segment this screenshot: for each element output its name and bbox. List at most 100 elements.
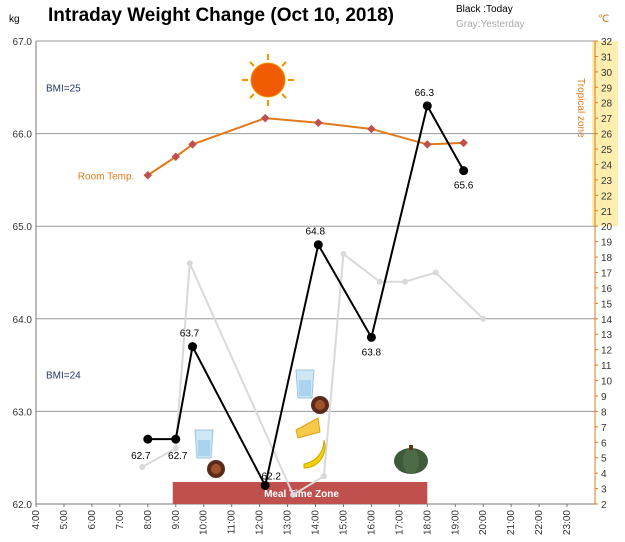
- today-data-label: 64.8: [306, 227, 326, 238]
- y2-tick-label: 15: [601, 299, 613, 310]
- y2-tick-label: 3: [601, 485, 607, 496]
- x-tick-label: 20:00: [478, 510, 489, 535]
- chart-title: Intraday Weight Change (Oct 10, 2018): [48, 5, 394, 26]
- yesterday-point: [290, 491, 297, 498]
- yesterday-point: [139, 463, 146, 470]
- yesterday-point: [376, 278, 383, 285]
- today-point: [313, 240, 323, 250]
- cookie-icon: [311, 396, 329, 414]
- y2-tick-label: 8: [601, 407, 607, 418]
- today-point: [171, 434, 181, 444]
- meal-time-zone-bar: [172, 482, 428, 504]
- x-tick-label: 8:00: [143, 510, 154, 530]
- x-tick-label: 19:00: [450, 510, 461, 535]
- y2-tick-label: 12: [601, 346, 613, 357]
- yesterday-point: [432, 269, 439, 276]
- room-temp-point: [367, 124, 376, 134]
- y2-tick-label: 5: [601, 454, 607, 465]
- yesterday-point: [401, 278, 408, 285]
- y2-tick-label: 20: [601, 222, 613, 233]
- room-temp-point: [171, 152, 180, 161]
- x-tick-label: 7:00: [115, 510, 126, 530]
- x-tick-label: 23:00: [562, 510, 573, 535]
- yesterday-point: [480, 315, 487, 322]
- y-tick-label: 62.0: [13, 500, 33, 511]
- room-temp-point: [423, 140, 432, 149]
- cookie-icon: [207, 460, 225, 478]
- x-tick-label: 5:00: [59, 510, 70, 530]
- today-data-label: 62.7: [168, 451, 188, 462]
- today-data-label: 65.6: [454, 181, 474, 192]
- x-tick-label: 9:00: [171, 510, 182, 530]
- y2-tick-label: 7: [601, 423, 607, 434]
- y2-tick-label: 19: [601, 238, 613, 249]
- series-room-temp-line: [147, 117, 464, 177]
- y2-tick-label: 25: [601, 145, 613, 156]
- y2-tick-label: 28: [601, 99, 613, 110]
- y2-tick-label: 2: [601, 500, 607, 511]
- sun-icon: [242, 54, 294, 106]
- x-tick-label: 6:00: [87, 510, 98, 530]
- today-data-label: 63.7: [180, 329, 200, 340]
- y2-tick-label: 17: [601, 269, 613, 280]
- y2-unit-label: ℃: [598, 14, 609, 25]
- y2-tick-label: 23: [601, 176, 613, 187]
- x-tick-label: 21:00: [506, 510, 517, 535]
- y2-tick-label: 11: [601, 361, 612, 372]
- legend-yesterday: Gray:Yesterday: [456, 19, 525, 30]
- y-tick-label: 66.0: [13, 130, 33, 141]
- axes: 62.063.064.065.066.067.02345678910111213…: [13, 37, 613, 535]
- pumpkin-icon: [394, 445, 428, 474]
- today-data-label: 66.3: [415, 88, 435, 99]
- series-yesterday-line: [141, 252, 484, 497]
- today-point: [260, 480, 270, 490]
- y2-tick-label: 13: [601, 330, 613, 341]
- room-temp-point: [459, 138, 468, 148]
- today-point: [143, 434, 153, 444]
- room-temp-point: [188, 140, 197, 149]
- x-tick-label: 11:00: [227, 510, 238, 535]
- x-tick-label: 14:00: [311, 510, 322, 535]
- x-tick-label: 12:00: [255, 510, 266, 535]
- y-tick-label: 64.0: [13, 315, 33, 326]
- y2-tick-label: 14: [601, 315, 613, 326]
- y-unit-label: kg: [9, 14, 20, 25]
- today-data-label: 62.7: [131, 451, 151, 462]
- y2-tick-label: 4: [601, 469, 607, 480]
- x-tick-label: 13:00: [283, 510, 294, 535]
- water-glass-icon: [194, 429, 214, 459]
- today-point: [366, 332, 376, 342]
- x-tick-label: 17:00: [394, 510, 405, 535]
- y2-tick-label: 9: [601, 392, 607, 403]
- y2-tick-label: 21: [601, 207, 613, 218]
- today-point: [459, 166, 469, 176]
- y2-tick-label: 24: [601, 160, 613, 171]
- room-temp-point: [314, 118, 323, 128]
- x-tick-label: 22:00: [534, 510, 545, 535]
- bmi-label: BMI=25: [46, 83, 81, 94]
- x-tick-label: 4:00: [31, 510, 42, 530]
- x-tick-label: 18:00: [422, 510, 433, 535]
- series-group: Room Temp. 62.7 62.7 63.7 62.2 64.8 63.8 66.3 65…: [78, 88, 487, 498]
- grid-lines: [36, 40, 595, 505]
- y-tick-label: 67.0: [13, 37, 33, 48]
- y2-tick-label: 6: [601, 438, 607, 449]
- today-data-label: 62.2: [261, 471, 281, 482]
- yesterday-point: [340, 250, 347, 257]
- banana-icon: [303, 439, 326, 469]
- x-tick-label: 10:00: [199, 510, 210, 535]
- series-today-line: [147, 103, 465, 489]
- y2-tick-label: 18: [601, 253, 613, 264]
- y2-tick-label: 29: [601, 83, 613, 94]
- bmi-label: BMI=24: [46, 370, 81, 381]
- y2-tick-label: 22: [601, 191, 613, 202]
- x-tick-label: 15:00: [338, 510, 349, 535]
- water-glass-icon: [295, 369, 315, 399]
- y2-tick-label: 30: [601, 68, 613, 79]
- y2-tick-label: 31: [601, 52, 613, 63]
- room-temp-point: [143, 171, 153, 180]
- y2-tick-label: 26: [601, 130, 613, 141]
- y2-tick-label: 16: [601, 284, 613, 295]
- tropical-zone-label: Tropical zone: [575, 78, 586, 138]
